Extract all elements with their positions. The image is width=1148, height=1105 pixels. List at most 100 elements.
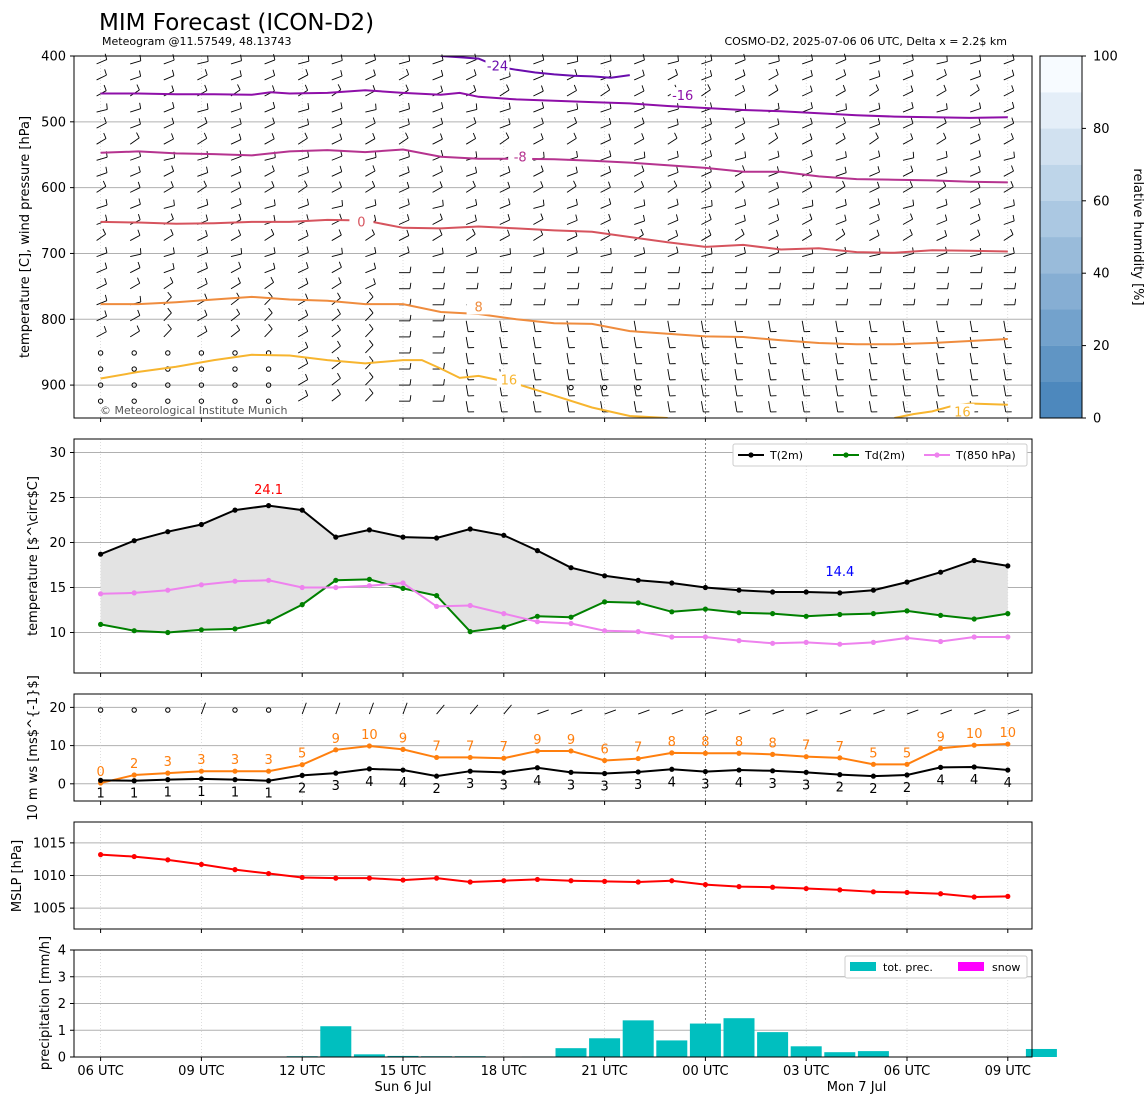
wind-barb-feather bbox=[139, 102, 142, 109]
wind-barb bbox=[532, 320, 536, 332]
wind-barb-feather bbox=[305, 68, 309, 75]
wind-barb bbox=[936, 252, 948, 258]
t2m-line-point bbox=[266, 503, 272, 509]
wind-barb-feather bbox=[944, 214, 948, 221]
wind-barb-feather bbox=[508, 118, 511, 125]
wind-barb bbox=[768, 368, 771, 380]
wind-barb-feather bbox=[138, 166, 141, 173]
wind-barb bbox=[667, 235, 678, 241]
wind-barb-feather bbox=[943, 84, 947, 91]
wind-barb-feather bbox=[206, 166, 209, 173]
wind-barb-feather bbox=[307, 103, 310, 110]
wind-barb-feather bbox=[676, 198, 679, 205]
wind-barb bbox=[869, 171, 880, 177]
wind-barb bbox=[1003, 138, 1014, 145]
t2m-line-point bbox=[669, 580, 675, 586]
wind-barb-feather bbox=[405, 132, 409, 139]
wind-barb bbox=[970, 123, 981, 129]
wind-barb bbox=[701, 138, 712, 145]
gust-line-point bbox=[938, 745, 944, 751]
wind-barb bbox=[365, 156, 377, 161]
wind-barb bbox=[331, 186, 342, 193]
wind-barb bbox=[768, 401, 771, 413]
wind-barb-feather bbox=[577, 266, 580, 273]
t850-line-point bbox=[568, 620, 574, 627]
gust-label: 7 bbox=[836, 740, 844, 755]
wind-barb bbox=[835, 204, 847, 209]
wind-barb-feather bbox=[1013, 151, 1015, 158]
t2m-line-point bbox=[165, 529, 171, 535]
legend-label: snow bbox=[992, 961, 1020, 974]
calm-wind-marker bbox=[232, 707, 238, 713]
calm-wind-marker bbox=[198, 382, 205, 388]
wind-barb bbox=[633, 138, 645, 145]
wind-barb-feather bbox=[510, 266, 513, 273]
wind-barb bbox=[398, 108, 410, 113]
y-tick-label: 10 bbox=[49, 626, 66, 641]
wind-barb bbox=[869, 234, 880, 241]
wind-barb bbox=[634, 220, 645, 225]
wind-barb-feather bbox=[643, 247, 646, 254]
t850-line-point bbox=[1005, 634, 1011, 640]
wind-barb-feather bbox=[104, 294, 108, 301]
wind-barb bbox=[701, 234, 712, 241]
wind-barb bbox=[667, 204, 679, 209]
wind-speed-line-point bbox=[165, 777, 171, 783]
wind-barb bbox=[298, 204, 309, 209]
precip-bar bbox=[656, 1040, 688, 1057]
wind-barb-feather bbox=[977, 213, 981, 220]
wind-barb bbox=[96, 138, 107, 145]
precip-bar bbox=[353, 1054, 385, 1057]
td2m-line-point bbox=[366, 576, 372, 583]
wind-barb-feather bbox=[606, 84, 611, 91]
temperature-legend: T(2m) Td(2m) T(850 hPa) bbox=[732, 443, 1028, 467]
wind-barb bbox=[633, 186, 644, 193]
wind-barb bbox=[264, 328, 273, 338]
t850-line-point bbox=[803, 639, 809, 646]
wind-barb-feather bbox=[777, 150, 780, 157]
wind-barb bbox=[566, 90, 577, 97]
gust-label: 7 bbox=[802, 739, 810, 754]
wind-barb bbox=[600, 108, 612, 113]
wind-barb-feather bbox=[369, 323, 374, 330]
wind-barb bbox=[264, 122, 275, 129]
wind-barb-feather bbox=[608, 181, 611, 188]
wind-barb bbox=[298, 60, 309, 65]
wind-barb-feather bbox=[643, 199, 646, 206]
wind-barb bbox=[566, 385, 570, 397]
gust-line-point bbox=[198, 768, 204, 774]
gust-line-point bbox=[501, 755, 507, 761]
wind-barb bbox=[902, 401, 906, 413]
wind-barb bbox=[96, 186, 107, 193]
colorbar-cell bbox=[1040, 309, 1082, 346]
wind-barb-feather bbox=[809, 213, 813, 220]
wind-speed-line-point bbox=[131, 778, 137, 784]
wind-barb bbox=[566, 185, 577, 193]
wind-barb bbox=[465, 401, 469, 413]
wind-barb-feather bbox=[476, 266, 479, 273]
wind-barb-feather bbox=[339, 213, 343, 220]
chart-title: MIM Forecast (ICON-D2) bbox=[99, 10, 374, 36]
t850-line-point bbox=[467, 602, 473, 609]
wind-barb-feather bbox=[337, 372, 341, 379]
wind-barb-feather bbox=[206, 103, 209, 110]
wind-barb bbox=[633, 385, 637, 397]
wind-barb-feather bbox=[339, 133, 343, 140]
wind-barb-feather bbox=[777, 118, 780, 125]
wind-barb bbox=[503, 704, 512, 715]
wind-barb bbox=[432, 75, 443, 81]
wind-barb-feather bbox=[876, 229, 880, 236]
wind-barb-feather bbox=[443, 282, 445, 289]
gust-line-point bbox=[736, 750, 742, 756]
wind-barb bbox=[398, 187, 410, 193]
wind-barb bbox=[768, 60, 780, 65]
wind-barb bbox=[902, 90, 914, 97]
legend-box bbox=[844, 955, 1028, 979]
wind-barb bbox=[230, 313, 240, 322]
wind-barb bbox=[465, 138, 476, 145]
wind-barb-feather bbox=[338, 229, 342, 236]
wind-barb bbox=[230, 329, 240, 338]
td2m-line-point bbox=[938, 612, 944, 619]
wind-barb bbox=[768, 235, 779, 241]
mslp-point bbox=[131, 853, 137, 860]
